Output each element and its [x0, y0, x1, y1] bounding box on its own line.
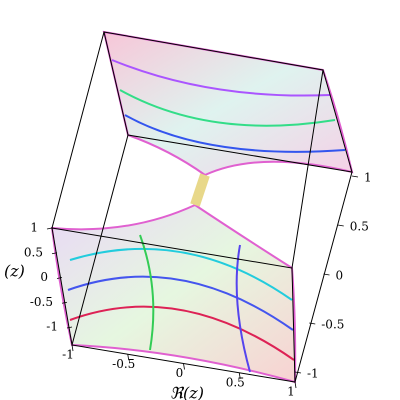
y-tick: [56, 277, 63, 279]
x-tick-label: 1: [287, 385, 295, 399]
z-tick-label: 0.5: [350, 220, 369, 234]
z-tick-label: 0: [336, 269, 344, 283]
y-tick-label: 0.5: [24, 245, 43, 259]
y-tick: [51, 252, 58, 255]
y-tick: [61, 301, 68, 304]
y-tick-label: -0.5: [30, 295, 53, 309]
z-tick: [323, 273, 330, 276]
z-tick: [309, 322, 316, 325]
y-tick: [46, 227, 53, 230]
z-tick-label: -1: [307, 367, 319, 381]
y-tick: [66, 326, 73, 329]
y-tick-label: 1: [30, 221, 38, 235]
x-tick: [183, 363, 185, 370]
x-tick: [238, 372, 241, 379]
z-tick: [294, 371, 302, 374]
z-tick-label: -0.5: [321, 318, 344, 332]
z-tick: [351, 175, 359, 178]
x-tick: [127, 354, 130, 361]
y-axis-title: (z): [4, 262, 25, 281]
surface: [50, 30, 354, 384]
z-tick-label: 1: [364, 171, 372, 185]
y-tick-label: 0: [40, 270, 48, 284]
bounding-box: [51, 31, 353, 383]
x-tick-label: 0.5: [226, 375, 245, 389]
x-axis-title: ℜ(z): [170, 384, 204, 400]
x-tick-label: -0.5: [112, 357, 135, 371]
x-tick: [71, 344, 74, 352]
x-tick-label: 0: [176, 366, 184, 380]
x-tick-label: -1: [62, 348, 74, 362]
y-tick-label: -1: [46, 320, 58, 334]
x-tick: [294, 381, 297, 389]
z-tick: [337, 224, 344, 227]
